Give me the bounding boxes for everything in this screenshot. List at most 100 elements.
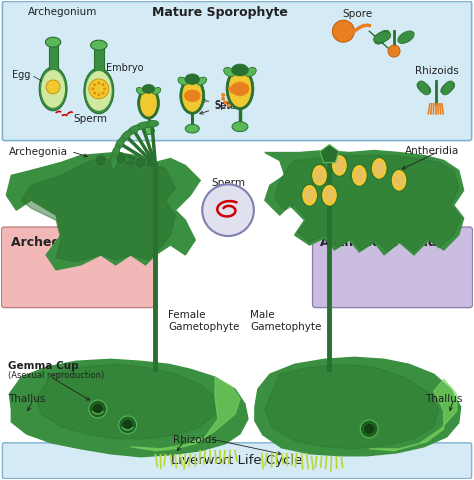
Polygon shape: [265, 364, 439, 449]
Ellipse shape: [305, 188, 315, 203]
Circle shape: [103, 87, 106, 90]
Ellipse shape: [91, 40, 107, 50]
Text: Rhizoids: Rhizoids: [173, 435, 217, 445]
Text: Sperm: Sperm: [73, 114, 107, 124]
FancyBboxPatch shape: [2, 443, 472, 479]
Ellipse shape: [374, 32, 391, 43]
Ellipse shape: [226, 68, 254, 110]
Circle shape: [190, 98, 194, 102]
Ellipse shape: [374, 30, 390, 44]
Ellipse shape: [41, 70, 65, 108]
Circle shape: [93, 83, 96, 86]
Circle shape: [236, 86, 240, 90]
Circle shape: [118, 416, 137, 434]
Ellipse shape: [115, 137, 125, 150]
Text: Female
Gametophyte: Female Gametophyte: [168, 310, 240, 332]
Ellipse shape: [354, 168, 364, 183]
Circle shape: [46, 80, 60, 94]
Ellipse shape: [142, 84, 155, 94]
Ellipse shape: [301, 184, 318, 206]
Text: Spore: Spore: [342, 9, 373, 19]
Text: Mature Sporophyte: Mature Sporophyte: [152, 6, 288, 19]
Circle shape: [226, 89, 229, 93]
Bar: [94, 48, 104, 70]
Circle shape: [234, 91, 239, 96]
Ellipse shape: [110, 155, 118, 169]
Text: Archegonial head: Archegonial head: [11, 237, 134, 250]
Ellipse shape: [391, 169, 407, 192]
Ellipse shape: [325, 188, 335, 203]
Ellipse shape: [351, 165, 367, 186]
Circle shape: [115, 153, 127, 165]
Ellipse shape: [185, 74, 200, 84]
Ellipse shape: [224, 67, 235, 76]
Circle shape: [244, 89, 248, 94]
Ellipse shape: [232, 122, 248, 132]
Circle shape: [241, 91, 246, 96]
Circle shape: [193, 90, 198, 94]
Circle shape: [193, 94, 197, 97]
Circle shape: [230, 86, 236, 91]
Circle shape: [225, 100, 229, 105]
Circle shape: [196, 94, 201, 98]
Circle shape: [231, 84, 237, 89]
Ellipse shape: [153, 87, 161, 94]
Circle shape: [237, 91, 243, 96]
Circle shape: [195, 91, 200, 96]
Ellipse shape: [128, 125, 140, 134]
Ellipse shape: [417, 82, 431, 94]
Ellipse shape: [197, 77, 207, 85]
Circle shape: [189, 93, 192, 96]
Ellipse shape: [39, 67, 67, 111]
Circle shape: [101, 92, 105, 95]
Polygon shape: [275, 156, 461, 252]
Circle shape: [187, 90, 191, 94]
Circle shape: [237, 88, 241, 92]
Text: Seta: Seta: [200, 101, 236, 114]
Polygon shape: [36, 364, 215, 439]
Circle shape: [185, 91, 189, 96]
Circle shape: [241, 82, 246, 87]
Text: Antheridial head: Antheridial head: [319, 237, 436, 250]
Text: Thallus: Thallus: [425, 394, 463, 404]
Ellipse shape: [46, 37, 61, 47]
Circle shape: [202, 184, 254, 236]
Ellipse shape: [394, 173, 404, 188]
Polygon shape: [6, 153, 200, 270]
Circle shape: [193, 97, 198, 102]
Ellipse shape: [185, 124, 199, 133]
FancyBboxPatch shape: [312, 227, 473, 308]
Ellipse shape: [245, 67, 256, 76]
Circle shape: [188, 95, 191, 98]
Polygon shape: [369, 379, 457, 451]
Circle shape: [237, 82, 243, 86]
Circle shape: [227, 103, 231, 107]
Circle shape: [222, 97, 226, 101]
Ellipse shape: [136, 122, 149, 130]
Ellipse shape: [442, 81, 454, 95]
Circle shape: [91, 87, 94, 90]
Text: Gemma Cup: Gemma Cup: [9, 361, 79, 372]
Circle shape: [231, 86, 235, 90]
Polygon shape: [21, 158, 175, 262]
Ellipse shape: [137, 87, 145, 94]
Text: Egg: Egg: [12, 70, 30, 80]
Text: Sperm: Sperm: [211, 179, 245, 188]
Circle shape: [364, 424, 374, 434]
Text: Antheridia: Antheridia: [404, 145, 459, 156]
Circle shape: [234, 82, 239, 87]
Text: Liverwort Life Cycle: Liverwort Life Cycle: [171, 454, 303, 467]
Ellipse shape: [232, 64, 248, 76]
FancyBboxPatch shape: [1, 227, 155, 308]
Circle shape: [123, 420, 133, 430]
Text: Rhizoids: Rhizoids: [415, 66, 459, 76]
Polygon shape: [255, 357, 461, 456]
Circle shape: [192, 95, 196, 98]
Ellipse shape: [335, 158, 345, 173]
Circle shape: [101, 83, 105, 86]
Circle shape: [95, 155, 107, 167]
Circle shape: [332, 20, 354, 42]
Polygon shape: [265, 151, 464, 255]
Circle shape: [191, 93, 195, 96]
Ellipse shape: [182, 79, 203, 112]
